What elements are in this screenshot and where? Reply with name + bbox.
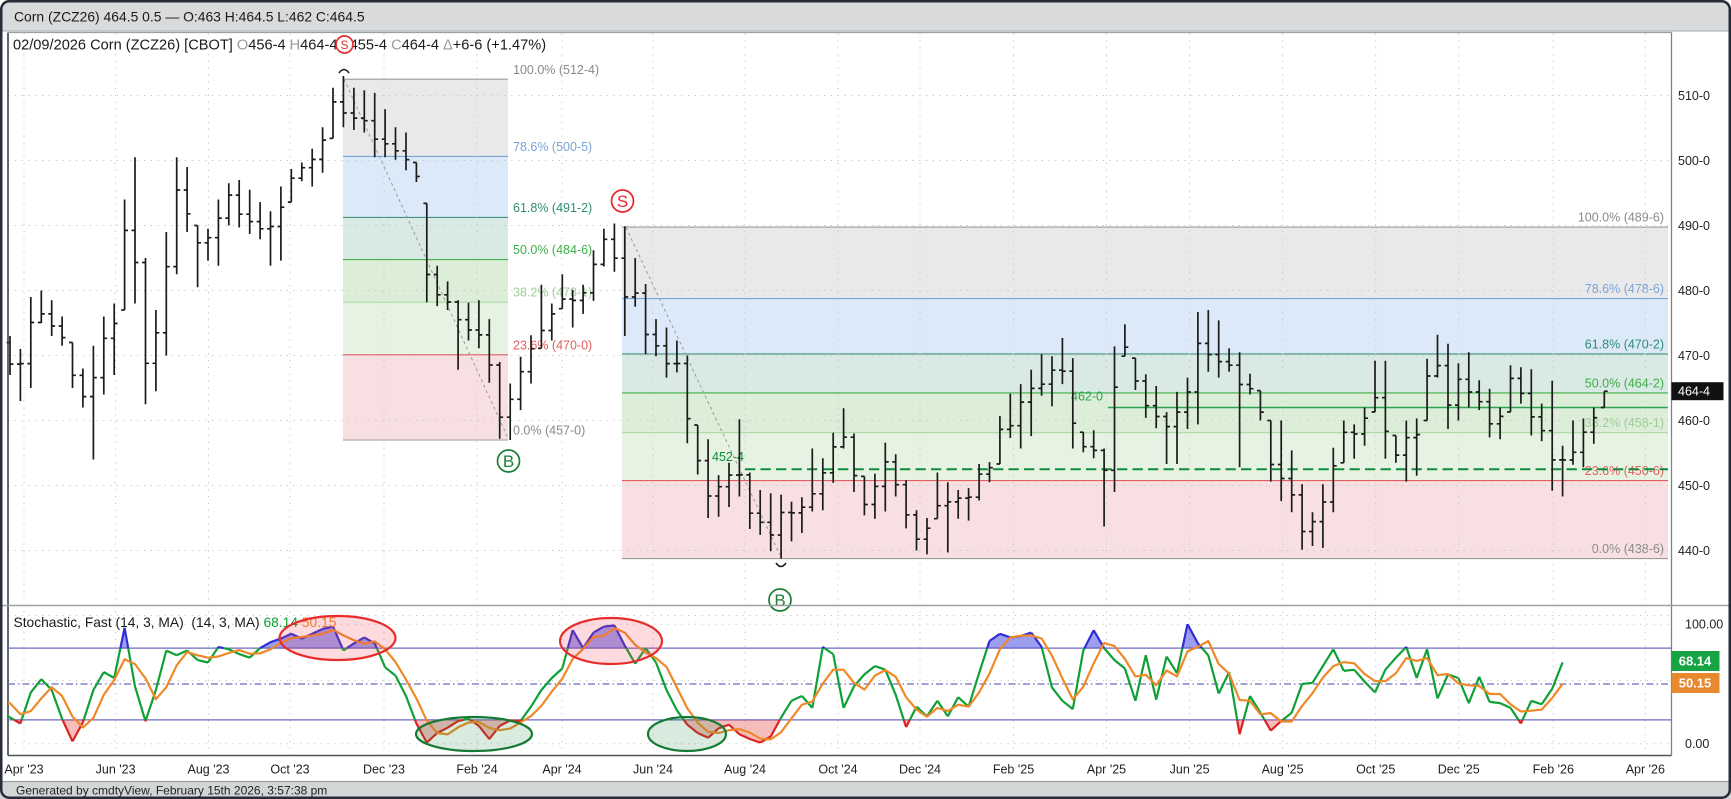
svg-text:Apr '23: Apr '23 — [4, 763, 43, 777]
svg-text:68.14: 68.14 — [1679, 654, 1712, 669]
svg-text:50.0% (464-2): 50.0% (464-2) — [1585, 376, 1664, 390]
svg-text:78.6% (478-6): 78.6% (478-6) — [1585, 282, 1664, 296]
svg-text:450-0: 450-0 — [1678, 479, 1710, 493]
svg-text:Aug '23: Aug '23 — [187, 763, 229, 777]
svg-text:100.0% (489-6): 100.0% (489-6) — [1578, 211, 1664, 225]
svg-text:440-0: 440-0 — [1678, 544, 1710, 558]
svg-text:480-0: 480-0 — [1678, 284, 1710, 298]
svg-text:Aug '25: Aug '25 — [1262, 763, 1304, 777]
svg-text:452-4: 452-4 — [712, 450, 744, 464]
svg-text:Dec '23: Dec '23 — [363, 763, 405, 777]
svg-text:Apr '25: Apr '25 — [1087, 763, 1126, 777]
svg-text:38.2% (458-1): 38.2% (458-1) — [1585, 416, 1664, 430]
svg-text:Jun '24: Jun '24 — [633, 763, 673, 777]
svg-text:470-0: 470-0 — [1678, 349, 1710, 363]
svg-text:Stochastic, Fast (14, 3, MA): Stochastic, Fast (14, 3, MA) (14, 3, MA)… — [14, 615, 337, 630]
svg-text:0.00: 0.00 — [1685, 737, 1709, 751]
svg-text:61.8% (470-2): 61.8% (470-2) — [1585, 337, 1664, 351]
svg-text:B: B — [503, 452, 514, 471]
svg-text:464-4: 464-4 — [1678, 385, 1710, 399]
svg-text:S: S — [617, 192, 628, 211]
svg-text:0.0% (438-6): 0.0% (438-6) — [1592, 542, 1664, 556]
svg-text:Oct '24: Oct '24 — [818, 763, 857, 777]
svg-text:Feb '26: Feb '26 — [1533, 763, 1574, 777]
svg-text:50.15: 50.15 — [1679, 676, 1712, 691]
svg-text:Dec '24: Dec '24 — [899, 763, 941, 777]
svg-text:61.8% (491-2): 61.8% (491-2) — [513, 201, 592, 215]
svg-text:S: S — [340, 38, 348, 52]
svg-text:23.6% (450-6): 23.6% (450-6) — [1585, 464, 1664, 478]
svg-text:Oct '23: Oct '23 — [270, 763, 309, 777]
svg-text:Corn (ZCZ26) 464.5 0.5 — O:463: Corn (ZCZ26) 464.5 0.5 — O:463 H:464.5 L… — [14, 9, 365, 25]
svg-text:100.00: 100.00 — [1685, 618, 1723, 632]
svg-text:Aug '24: Aug '24 — [724, 763, 766, 777]
svg-text:50.0% (484-6): 50.0% (484-6) — [513, 243, 592, 257]
svg-text:500-0: 500-0 — [1678, 154, 1710, 168]
svg-text:510-0: 510-0 — [1678, 89, 1710, 103]
svg-text:460-0: 460-0 — [1678, 414, 1710, 428]
svg-text:100.0% (512-4): 100.0% (512-4) — [513, 63, 599, 77]
svg-text:Apr '26: Apr '26 — [1626, 763, 1665, 777]
svg-text:Generated by cmdtyView, Februa: Generated by cmdtyView, February 15th 20… — [16, 784, 327, 798]
svg-text:490-0: 490-0 — [1678, 219, 1710, 233]
svg-text:38.2% (478-1): 38.2% (478-1) — [513, 286, 592, 300]
svg-text:Apr '24: Apr '24 — [542, 763, 581, 777]
svg-text:78.6% (500-5): 78.6% (500-5) — [513, 140, 592, 154]
svg-text:02/09/2026 Corn (ZCZ26) [CBOT]: 02/09/2026 Corn (ZCZ26) [CBOT] O456-4 H4… — [13, 38, 546, 54]
svg-text:462-0: 462-0 — [1071, 390, 1103, 404]
svg-text:Feb '25: Feb '25 — [993, 763, 1034, 777]
svg-text:0.0% (457-0): 0.0% (457-0) — [513, 424, 585, 438]
svg-text:Oct '25: Oct '25 — [1356, 763, 1395, 777]
svg-text:Dec '25: Dec '25 — [1438, 763, 1480, 777]
svg-text:B: B — [774, 591, 785, 610]
svg-text:Jun '25: Jun '25 — [1170, 763, 1210, 777]
svg-text:Jun '23: Jun '23 — [96, 763, 136, 777]
svg-text:Feb '24: Feb '24 — [456, 763, 497, 777]
